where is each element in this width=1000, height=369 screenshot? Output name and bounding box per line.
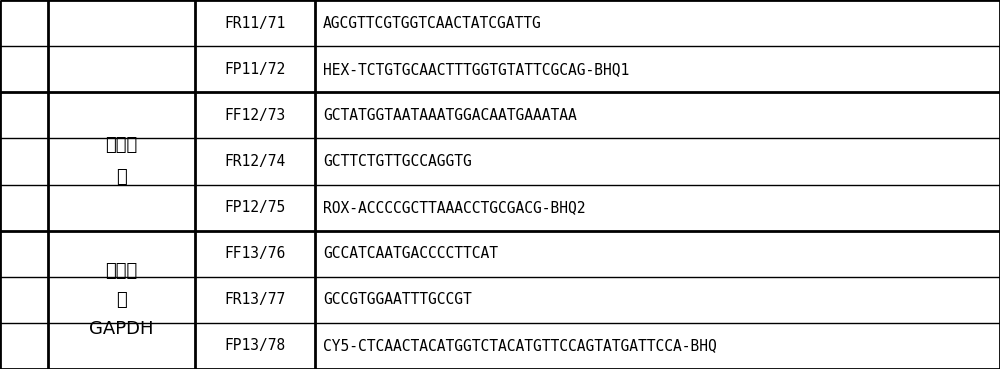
Bar: [49, 276, 194, 278]
Text: GCCGTGGAATTTGCCGT: GCCGTGGAATTTGCCGT: [323, 292, 472, 307]
Text: FF12/73: FF12/73: [224, 108, 286, 123]
Text: GCTATGGTAATAAATGGACAATGAAATAA: GCTATGGTAATAAATGGACAATGAAATAA: [323, 108, 577, 123]
Bar: [1, 90, 47, 94]
Bar: [49, 137, 194, 139]
Text: FR11/71: FR11/71: [224, 15, 286, 31]
Bar: [1, 276, 47, 278]
Text: FR12/74: FR12/74: [224, 154, 286, 169]
Bar: [49, 322, 194, 324]
Text: FF13/76: FF13/76: [224, 246, 286, 261]
Bar: [1, 45, 47, 47]
Text: FR13/77: FR13/77: [224, 292, 286, 307]
Bar: [1, 322, 47, 324]
Text: FP11/72: FP11/72: [224, 62, 286, 77]
Text: 巴尔通
体: 巴尔通 体: [105, 137, 138, 186]
Text: FP12/75: FP12/75: [224, 200, 286, 215]
Text: FP13/78: FP13/78: [224, 338, 286, 354]
Bar: [1, 183, 47, 186]
Bar: [49, 45, 194, 47]
Text: ROX-ACCCCGCTTAAACCTGCGACG-BHQ2: ROX-ACCCCGCTTAAACCTGCGACG-BHQ2: [323, 200, 586, 215]
Bar: [49, 183, 194, 186]
Text: GCTTCTGTTGCCAGGTG: GCTTCTGTTGCCAGGTG: [323, 154, 472, 169]
Text: CY5-CTCAACTACATGGTCTACATGTTCCAGTATGATTCCA-BHQ: CY5-CTCAACTACATGGTCTACATGTTCCAGTATGATTCC…: [323, 338, 717, 354]
Text: GCCATCAATGACCCCTTCAT: GCCATCAATGACCCCTTCAT: [323, 246, 498, 261]
Bar: [1, 137, 47, 139]
Text: 内参基
因
GAPDH: 内参基 因 GAPDH: [89, 262, 154, 338]
Text: HEX-TCTGTGCAACTTTGGTGTATTCGCAG-BHQ1: HEX-TCTGTGCAACTTTGGTGTATTCGCAG-BHQ1: [323, 62, 629, 77]
Text: AGCGTTCGTGGTCAACTATCGATTG: AGCGTTCGTGGTCAACTATCGATTG: [323, 15, 542, 31]
